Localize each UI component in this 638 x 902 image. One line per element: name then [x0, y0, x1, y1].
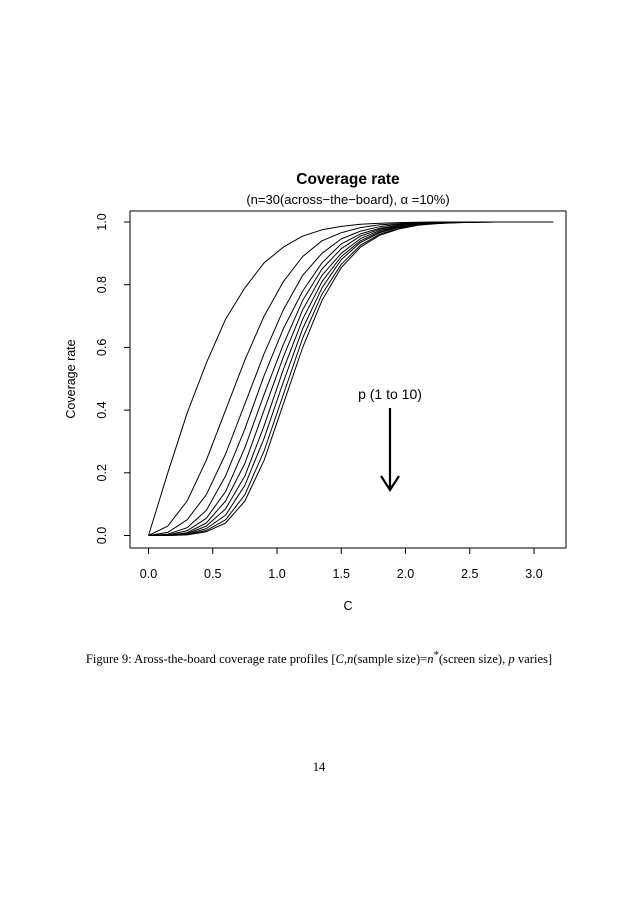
y-axis: 0.0 0.2 0.4 0.6 0.8 1.0 — [95, 213, 131, 544]
curve-p3 — [148, 221, 554, 536]
caption-var-n: n — [347, 652, 354, 667]
coverage-rate-chart: Coverage rate (n=30(across−the−board), α… — [64, 171, 567, 613]
y-axis-label: Coverage rate — [64, 339, 78, 418]
caption-star: * — [433, 650, 439, 661]
caption-var-nstar: n — [427, 652, 434, 667]
x-axis-label: C — [343, 599, 352, 613]
caption-comma: , — [343, 652, 348, 667]
x-tick-label: 1.5 — [333, 567, 350, 581]
page-number: 14 — [312, 760, 326, 774]
y-tick-label: 0.0 — [95, 527, 109, 544]
x-tick-label: 1.0 — [268, 567, 285, 581]
plot-frame — [129, 210, 567, 549]
caption-mid: (sample size)= — [353, 652, 428, 667]
x-tick-label: 3.0 — [525, 567, 542, 581]
caption-end: varies] — [514, 652, 553, 667]
x-tick-label: 0.5 — [204, 567, 221, 581]
caption-var-p: p — [508, 652, 515, 667]
x-tick-label: 2.5 — [461, 567, 478, 581]
caption-var-c: C — [335, 652, 344, 667]
annotation-text: p (1 to 10) — [358, 386, 422, 402]
x-tick-label: 0.0 — [140, 567, 157, 581]
caption-tail: (screen size), — [438, 652, 509, 667]
y-tick-label: 0.4 — [95, 401, 109, 418]
curve-p10 — [148, 221, 554, 536]
curves — [148, 221, 554, 536]
chart-subtitle-alpha: α — [401, 192, 409, 207]
annotation-arrow-head — [380, 475, 400, 493]
chart-subtitle-suffix: =10%) — [408, 192, 450, 207]
chart-subtitle-prefix: (n=30(across−the−board), — [246, 192, 400, 207]
y-tick-label: 1.0 — [95, 213, 109, 230]
caption-prefix: Figure 9: Aross-the-board coverage rate … — [85, 652, 336, 667]
x-axis: 0.0 0.5 1.0 1.5 2.0 2.5 3.0 — [140, 547, 543, 581]
figure-caption: Figure 9: Aross-the-board coverage rate … — [0, 650, 638, 667]
chart-title: Coverage rate — [296, 171, 400, 188]
y-tick-label: 0.8 — [95, 276, 109, 293]
x-tick-label: 2.0 — [397, 567, 414, 581]
chart-subtitle: (n=30(across−the−board), α =10%) — [246, 192, 449, 207]
y-tick-label: 0.2 — [95, 464, 109, 481]
y-tick-label: 0.6 — [95, 339, 109, 356]
